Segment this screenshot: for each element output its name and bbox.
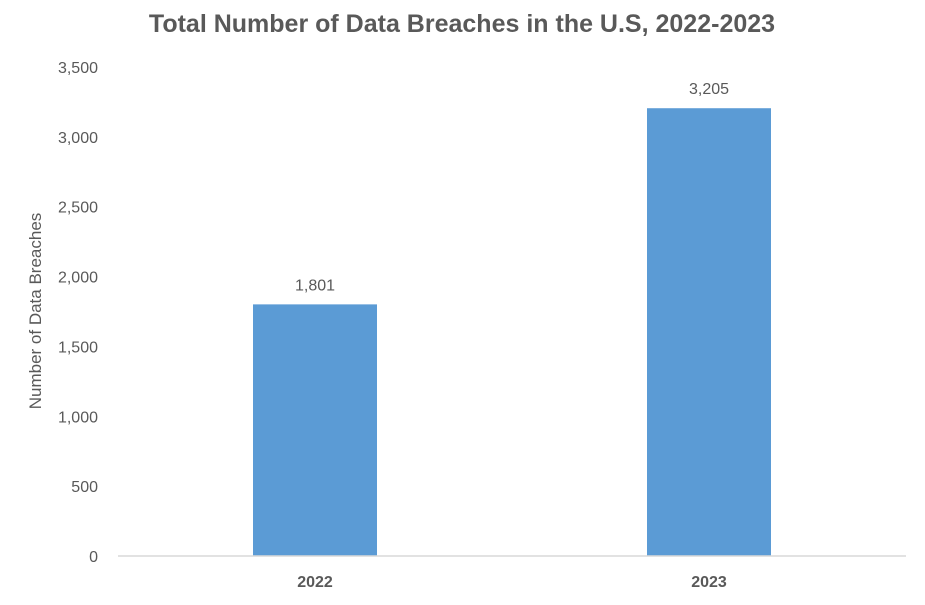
y-tick-label: 1,000: [58, 409, 98, 426]
y-tick-label: 2,000: [58, 270, 98, 287]
y-tick-label: 2,500: [58, 200, 98, 217]
x-tick-label: 2023: [691, 574, 727, 591]
data-label: 1,801: [295, 277, 335, 294]
y-tick-label: 0: [89, 549, 98, 566]
chart-title: Total Number of Data Breaches in the U.S…: [149, 10, 775, 38]
y-tick-label: 1,500: [58, 339, 98, 356]
x-tick-label: 2022: [297, 574, 333, 591]
y-tick-label: 3,500: [58, 60, 98, 77]
bar-2022: [253, 304, 377, 556]
bar-2023: [647, 108, 771, 557]
data-label: 3,205: [689, 81, 729, 98]
y-axis-label: Number of Data Breaches: [26, 213, 45, 410]
y-tick-label: 3,000: [58, 130, 98, 147]
y-tick-label: 500: [71, 479, 98, 496]
